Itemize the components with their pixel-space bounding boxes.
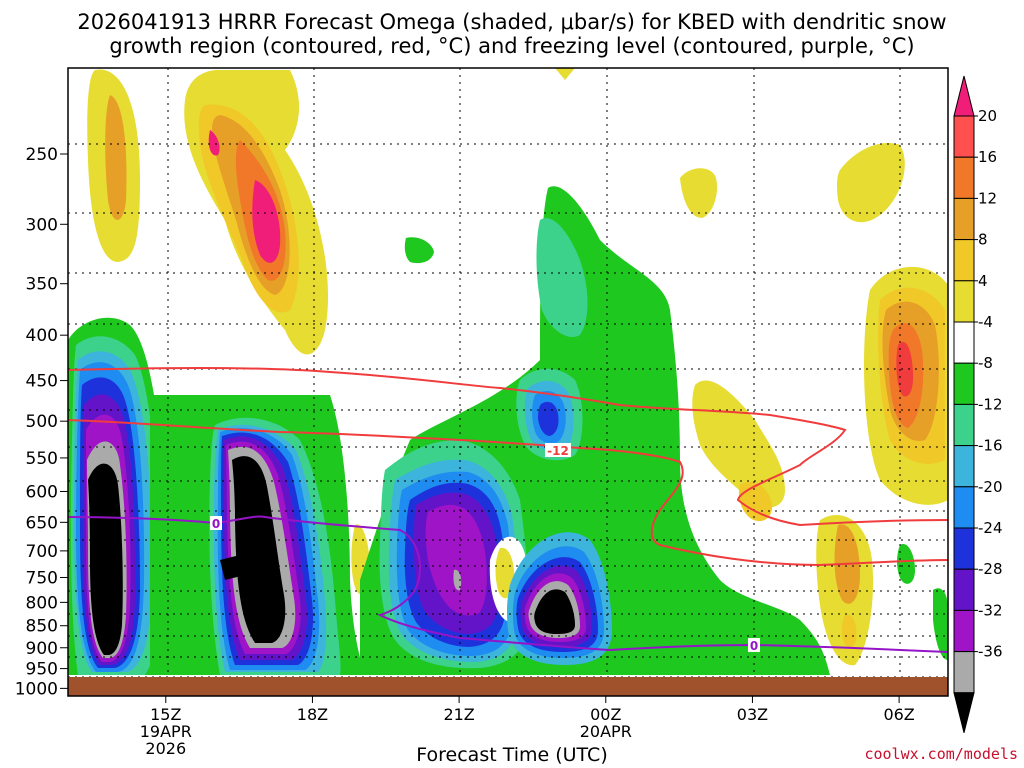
colorbar-label: -20	[978, 478, 1003, 496]
dgz-label: -12	[547, 444, 569, 458]
ground-surface	[68, 677, 948, 696]
colorbar-swatch	[953, 197, 975, 241]
colorbar-label: 20	[978, 107, 997, 125]
colorbar-swatch	[953, 651, 975, 694]
y-tick-label: 650	[26, 513, 58, 533]
colorbar-top-arrow	[953, 75, 975, 117]
colorbar-swatch	[953, 156, 975, 199]
y-tick-label: 950	[26, 660, 58, 680]
y-tick-label: 400	[26, 326, 58, 346]
colorbar-label: 16	[978, 148, 997, 166]
y-tick-label: 300	[26, 215, 58, 235]
plot-frame	[67, 67, 949, 697]
colorbar-swatch	[953, 527, 975, 570]
colorbar-swatch	[953, 239, 975, 282]
colorbar-swatch	[953, 115, 975, 158]
chart-title-line-1: 2026041913 HRRR Forecast Omega (shaded, …	[77, 10, 947, 34]
colorbar-swatch	[953, 568, 975, 611]
colorbar-swatch	[953, 609, 975, 653]
colorbar-label: -32	[978, 601, 1003, 619]
y-tick-label: 750	[26, 568, 58, 588]
colorbar-label: -24	[978, 519, 1003, 537]
colorbar-label: -12	[978, 395, 1003, 413]
x-tick-year: 2026	[145, 739, 186, 758]
y-tick-label: 350	[26, 275, 58, 295]
x-tick-label: 21Z	[443, 705, 474, 724]
colorbar-swatch	[953, 445, 975, 488]
x-tick-label: 15Z	[150, 705, 181, 724]
colorbar-swatch	[953, 321, 975, 364]
colorbar-swatch	[953, 362, 975, 405]
omega-negative-regions	[68, 186, 948, 675]
colorbar-label: 4	[978, 272, 988, 290]
y-tick-label: 1000	[15, 679, 58, 699]
y-tick-label: 600	[26, 482, 58, 502]
colorbar-label: -4	[978, 313, 993, 331]
y-tick-label: 550	[26, 449, 58, 469]
colorbar-swatch	[953, 486, 975, 529]
freezing-level-contour	[68, 515, 948, 653]
colorbar-label: -36	[978, 643, 1003, 661]
y-tick-label: 500	[26, 412, 58, 432]
y-axis: 2503003504004505005506006507007508008509…	[15, 145, 68, 699]
colorbar-label: 12	[978, 189, 997, 207]
colorbar-swatch	[953, 280, 975, 323]
x-tick-date: 19APR	[140, 722, 192, 741]
colorbar-label: -28	[978, 560, 1003, 578]
y-tick-label: 250	[26, 145, 58, 165]
y-tick-label: 700	[26, 542, 58, 562]
colorbar-label: -8	[978, 354, 993, 372]
colorbar-label: 8	[978, 231, 988, 249]
y-tick-label: 800	[26, 593, 58, 613]
dgz-contours	[68, 367, 948, 567]
x-tick-date: 20APR	[580, 722, 632, 741]
x-tick-label: 03Z	[737, 705, 768, 724]
colorbar-label: -16	[978, 437, 1003, 455]
colorbar: 20 16 12 8 4 -4 -8 -12 -16 -20 -24 -28 -32 -36	[953, 75, 1003, 733]
chart-title-line-2: growth region (contoured, red, °C) and f…	[109, 34, 915, 58]
x-axis-label: Forecast Time (UTC)	[416, 744, 608, 766]
freezing-label-b: 0	[750, 639, 758, 653]
y-tick-label: 850	[26, 617, 58, 637]
x-tick-label: 00Z	[590, 705, 621, 724]
freezing-label-a: 0	[212, 517, 220, 531]
credit-link[interactable]: coolwx.com/models	[864, 745, 1018, 763]
y-tick-label: 900	[26, 639, 58, 659]
colorbar-bottom-arrow	[953, 692, 975, 733]
x-tick-label: 06Z	[883, 705, 914, 724]
contour-labels: -12 0 0	[210, 443, 760, 653]
y-tick-label: 450	[26, 372, 58, 392]
colorbar-swatch	[953, 403, 975, 447]
x-tick-label: 18Z	[297, 705, 328, 724]
